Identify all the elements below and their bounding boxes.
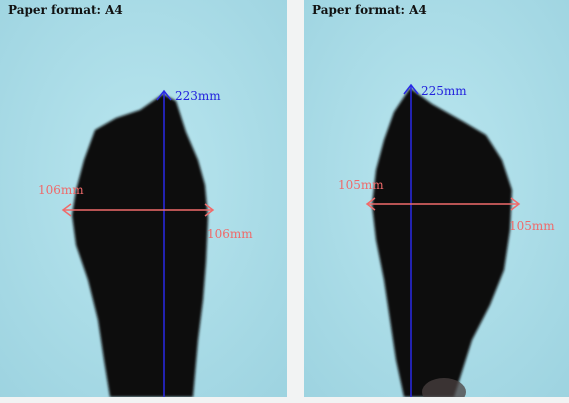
foot-measurement-image bbox=[304, 0, 569, 397]
width-arrow-head-left bbox=[365, 197, 376, 211]
length-arrow-head bbox=[156, 89, 172, 101]
paper-format-label: Paper format: A4 bbox=[312, 3, 427, 17]
width-label-left: 106mm bbox=[38, 183, 84, 197]
measurement-panel-left: Paper format: A4 223mm 106mm 106mm bbox=[0, 0, 287, 397]
length-arrow-head bbox=[403, 83, 419, 95]
foot-silhouette bbox=[72, 94, 208, 397]
paper-format-label: Paper format: A4 bbox=[8, 3, 123, 17]
foot-silhouette bbox=[372, 88, 512, 397]
width-label-right: 106mm bbox=[207, 227, 253, 241]
length-label: 223mm bbox=[175, 89, 221, 103]
width-label-right: 105mm bbox=[509, 219, 555, 233]
foot-measurement-image bbox=[0, 0, 287, 397]
width-arrow-head-right bbox=[204, 203, 215, 217]
finger-shadow bbox=[422, 378, 466, 397]
width-arrow-head-right bbox=[510, 197, 521, 211]
length-label: 225mm bbox=[421, 84, 467, 98]
width-label-left: 105mm bbox=[338, 178, 384, 192]
measurement-panel-right: Paper format: A4 225mm 105mm 105mm bbox=[304, 0, 569, 397]
width-arrow-head-left bbox=[61, 203, 72, 217]
